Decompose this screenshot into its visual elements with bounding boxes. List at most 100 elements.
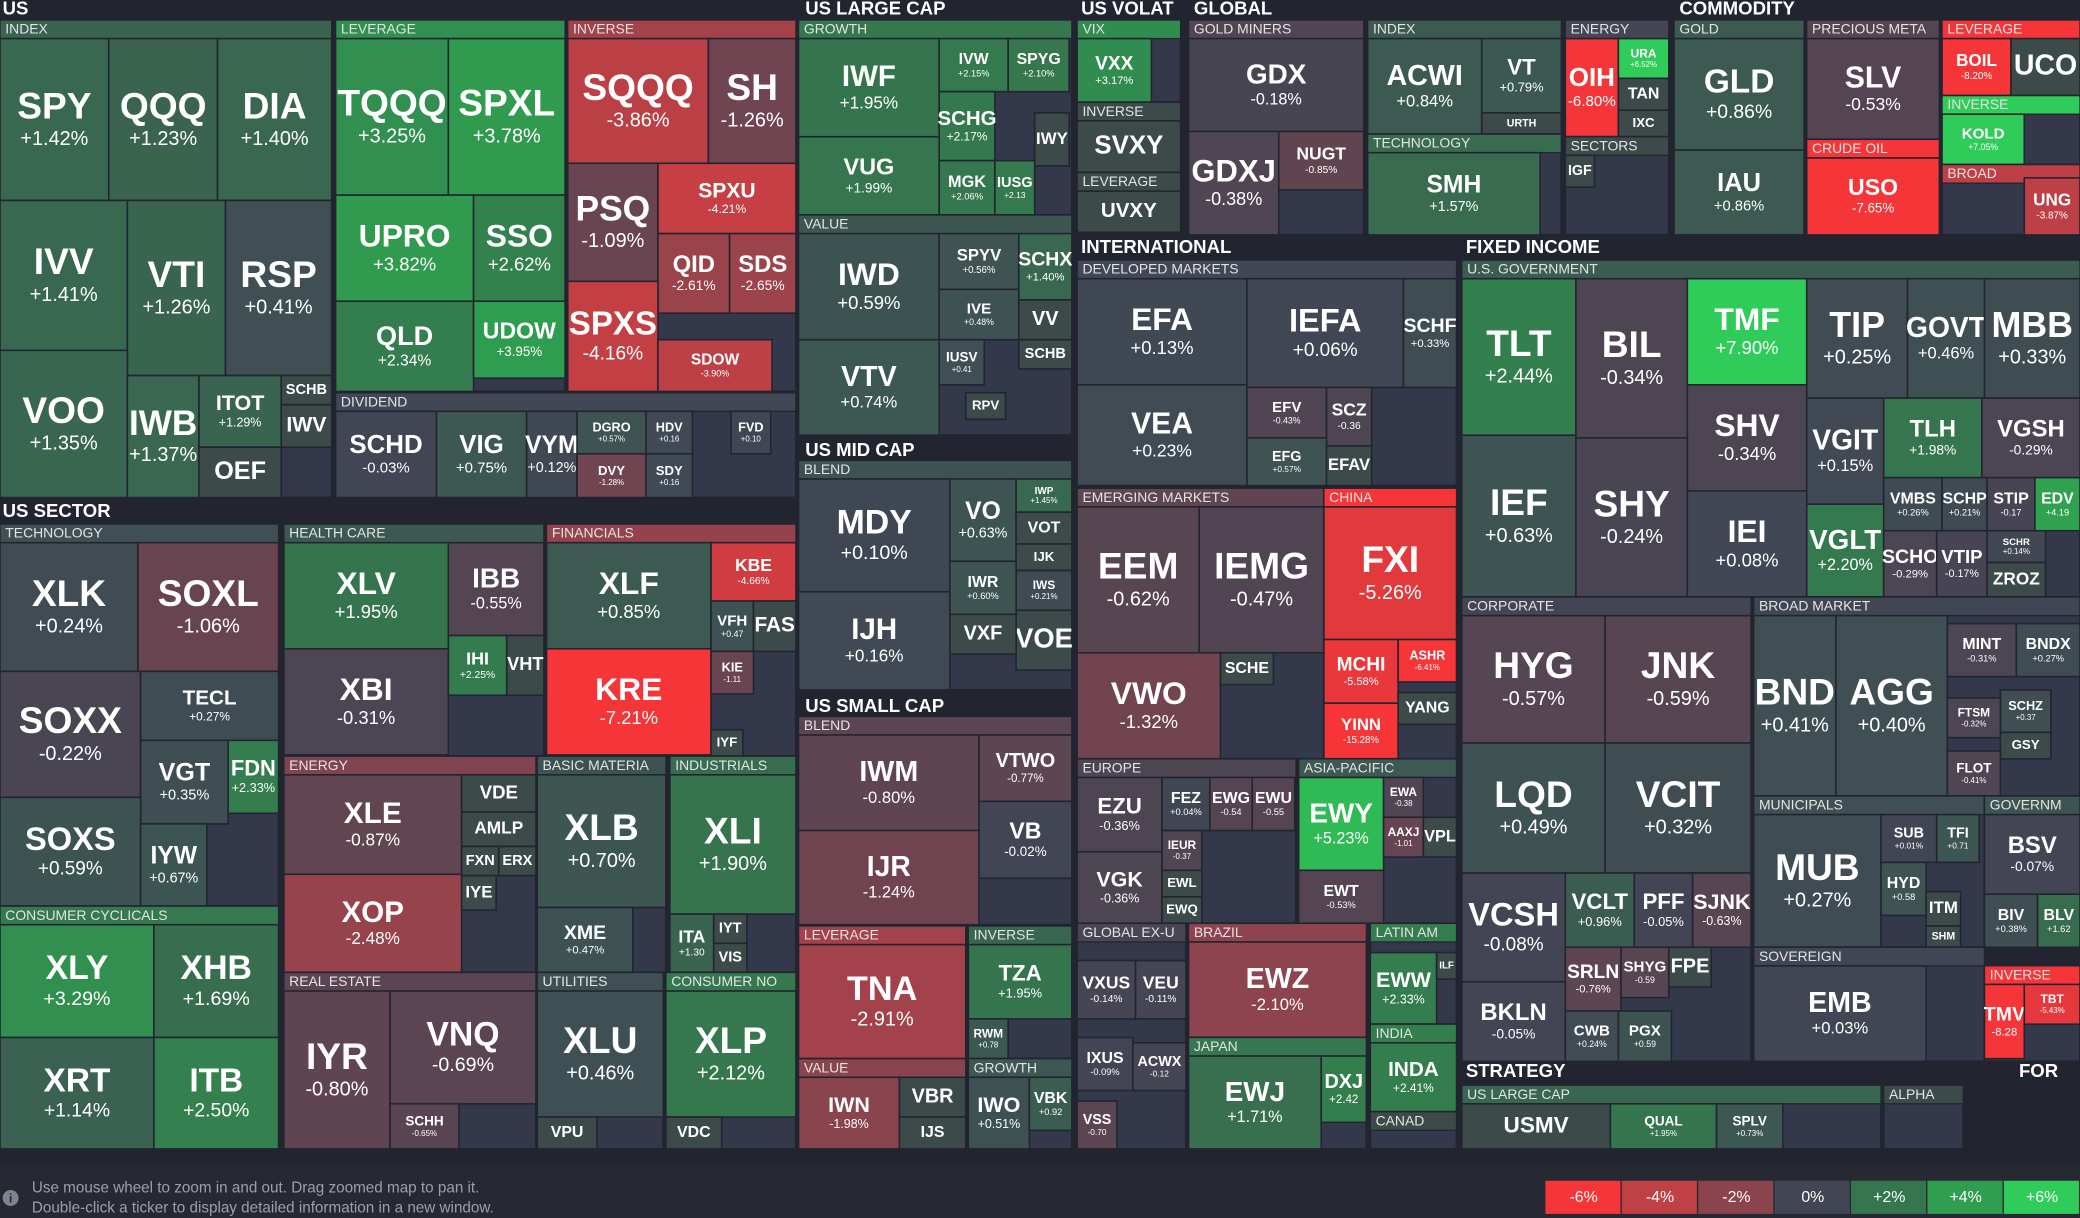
ticker-tile[interactable] — [2036, 893, 2080, 949]
ticker-symbol[interactable]: EWQ — [1166, 902, 1198, 917]
ticker-tile[interactable] — [224, 199, 333, 377]
ticker-tile[interactable] — [0, 199, 129, 352]
ticker-symbol[interactable]: VPL — [1424, 827, 1456, 845]
ticker-symbol[interactable]: SPY — [17, 84, 92, 126]
ticker-tile[interactable] — [0, 1036, 155, 1150]
ticker-symbol[interactable]: VOO — [22, 389, 105, 431]
ticker-symbol[interactable]: IBB — [472, 563, 520, 594]
ticker-tile[interactable] — [1251, 776, 1296, 832]
ticker-tile[interactable] — [566, 280, 659, 393]
ticker-tile[interactable] — [1076, 37, 1153, 104]
ticker-tile[interactable] — [1983, 983, 2026, 1060]
ticker-tile[interactable] — [334, 37, 450, 196]
ticker-tile[interactable] — [1076, 506, 1200, 654]
ticker-symbol[interactable]: SCHB — [286, 382, 327, 398]
ticker-symbol[interactable]: EWA — [1390, 785, 1418, 799]
ticker-symbol[interactable]: RSP — [240, 253, 316, 295]
ticker-tile[interactable] — [657, 162, 797, 235]
ticker-tile[interactable] — [1366, 151, 1541, 236]
ticker-tile[interactable] — [1686, 277, 1808, 386]
ticker-symbol[interactable]: CWB — [1574, 1022, 1610, 1039]
ticker-tile[interactable] — [1297, 869, 1385, 925]
ticker-symbol[interactable]: AMLP — [474, 818, 523, 838]
ticker-tile[interactable] — [1076, 776, 1163, 853]
ticker-symbol[interactable]: IUSV — [946, 349, 978, 364]
ticker-tile[interactable] — [1880, 861, 1927, 917]
ticker-tile[interactable] — [536, 990, 665, 1118]
ticker-tile[interactable] — [1323, 506, 1458, 641]
ticker-tile[interactable] — [536, 774, 667, 909]
ticker-symbol[interactable]: EWW — [1376, 968, 1432, 992]
ticker-tile[interactable] — [1161, 896, 1203, 925]
ticker-tile[interactable] — [898, 1116, 967, 1150]
ticker-tile[interactable] — [1277, 130, 1365, 191]
ticker-symbol[interactable]: GSY — [2012, 737, 2040, 752]
ticker-symbol[interactable]: TQQQ — [337, 82, 446, 124]
ticker-symbol[interactable]: VTIP — [1941, 546, 1982, 567]
ticker-tile[interactable] — [198, 446, 283, 499]
ticker-symbol[interactable]: EEM — [1098, 545, 1178, 587]
ticker-tile[interactable] — [1882, 476, 1943, 532]
ticker-symbol[interactable]: IWP — [1035, 486, 1054, 497]
ticker-symbol[interactable]: TBT — [2041, 992, 2065, 1006]
ticker-symbol[interactable]: EFV — [1272, 399, 1301, 416]
ticker-symbol[interactable]: VGK — [1096, 867, 1143, 891]
ticker-tile[interactable] — [1617, 1010, 1673, 1063]
ticker-tile[interactable] — [710, 650, 755, 695]
ticker-tile[interactable] — [967, 943, 1073, 1020]
ticker-tile[interactable] — [1369, 951, 1438, 1025]
ticker-tile[interactable] — [447, 634, 508, 697]
ticker-symbol[interactable]: SCHG — [938, 108, 997, 130]
ticker-tile[interactable] — [447, 541, 545, 637]
ticker-symbol[interactable]: SOXL — [158, 572, 259, 614]
ticker-symbol[interactable]: FLOT — [1956, 761, 1992, 776]
ticker-tile[interactable] — [1323, 638, 1399, 704]
ticker-symbol[interactable]: SSO — [486, 217, 553, 253]
ticker-symbol[interactable]: IWN — [828, 1093, 870, 1117]
ticker-symbol[interactable]: BOIL — [1956, 51, 1997, 70]
ticker-tile[interactable] — [1906, 277, 1986, 399]
ticker-symbol[interactable]: HDV — [656, 420, 683, 435]
ticker-symbol[interactable]: FEZ — [1171, 790, 1201, 807]
ticker-symbol[interactable]: IWO — [977, 1093, 1020, 1117]
ticker-symbol[interactable]: USO — [1848, 174, 1898, 200]
ticker-symbol[interactable]: VEU — [1143, 973, 1179, 993]
ticker-tile[interactable] — [967, 1076, 1031, 1150]
ticker-symbol[interactable]: SHV — [1714, 407, 1780, 443]
ticker-symbol[interactable]: SUB — [1894, 826, 1924, 842]
ticker-tile[interactable] — [645, 453, 694, 499]
ticker-symbol[interactable]: VFH — [717, 612, 747, 629]
ticker-tile[interactable] — [283, 990, 391, 1150]
ticker-tile[interactable] — [389, 1103, 460, 1150]
ticker-symbol[interactable]: JNK — [1641, 644, 1715, 686]
ticker-tile[interactable] — [1382, 816, 1425, 858]
ticker-tile[interactable] — [948, 478, 1017, 563]
ticker-tile[interactable] — [1187, 1055, 1323, 1150]
ticker-tile[interactable] — [126, 199, 227, 377]
ticker-tile[interactable] — [1461, 1103, 1612, 1150]
ticker-tile[interactable] — [1015, 478, 1073, 513]
ticker-tile[interactable] — [797, 590, 951, 691]
ticker-tile[interactable] — [0, 37, 110, 202]
ticker-tile[interactable] — [1246, 437, 1328, 487]
ticker-symbol[interactable]: SPLV — [1733, 1114, 1767, 1129]
ticker-symbol[interactable]: SCHX — [1018, 249, 1072, 271]
ticker-tile[interactable] — [525, 410, 578, 499]
ticker-symbol[interactable]: SCHB — [1025, 346, 1066, 362]
ticker-symbol[interactable]: IWR — [967, 574, 998, 591]
ticker-symbol[interactable]: XLK — [32, 572, 106, 614]
ticker-symbol[interactable]: UVXY — [1101, 199, 1157, 222]
ticker-tile[interactable] — [505, 634, 545, 697]
ticker-symbol[interactable]: YINN — [1341, 715, 1381, 734]
ticker-symbol[interactable]: BIL — [1602, 323, 1662, 365]
ticker-symbol[interactable]: VOE — [1015, 622, 1073, 653]
ticker-tile[interactable] — [1076, 277, 1248, 386]
ticker-tile[interactable] — [447, 37, 566, 196]
ticker-symbol[interactable]: EFA — [1131, 301, 1193, 337]
ticker-symbol[interactable]: TMF — [1714, 301, 1779, 337]
ticker-tile[interactable] — [1667, 946, 1713, 988]
ticker-symbol[interactable]: VCSH — [1468, 896, 1559, 933]
ticker-symbol[interactable]: MDY — [837, 504, 913, 542]
ticker-symbol[interactable]: IYE — [465, 882, 492, 901]
ticker-tile[interactable] — [2023, 177, 2080, 236]
